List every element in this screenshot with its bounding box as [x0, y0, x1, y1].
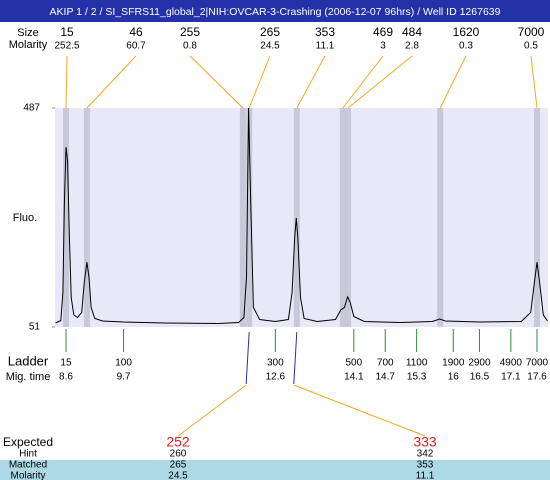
ladder-time: 17.1 — [501, 372, 521, 383]
hint-value: 260 — [170, 449, 187, 460]
ladder-time: 16 — [448, 372, 460, 383]
peak-connector — [347, 55, 413, 109]
peak-band — [83, 108, 90, 327]
ladder-size: 100 — [115, 358, 132, 369]
ladder-size: 1900 — [442, 358, 465, 369]
matched-band — [55, 460, 550, 480]
peak-molarity: 11.1 — [316, 41, 335, 52]
peak-molarity: 0.8 — [183, 41, 197, 52]
expected-value: 252 — [166, 434, 190, 450]
peak-size: 46 — [129, 25, 143, 39]
ladder-time: 17.6 — [527, 372, 547, 383]
expected-label: Expected — [3, 435, 53, 449]
peak-molarity: 252.5 — [54, 41, 79, 52]
peak-molarity: 0.5 — [524, 41, 538, 52]
ladder-time: 12.6 — [266, 372, 286, 383]
peak-molarity: 3 — [380, 41, 386, 52]
peak-connector — [189, 55, 244, 109]
ladder-size: 7000 — [526, 358, 549, 369]
peak-molarity: 2.8 — [405, 41, 419, 52]
matched-value: 265 — [170, 460, 187, 471]
molarity-label: Molarity — [10, 471, 45, 480]
peak-connector — [530, 55, 538, 109]
peak-connector — [296, 55, 326, 109]
ladder-size: 15 — [60, 358, 72, 369]
ladder-size: 2900 — [468, 358, 491, 369]
trace — [55, 107, 548, 325]
peak-band — [293, 108, 300, 327]
peak-size: 484 — [402, 25, 422, 39]
matched-molarity: 11.1 — [416, 471, 435, 480]
peak-size: 7000 — [518, 25, 545, 39]
peak-connector — [86, 55, 137, 109]
match-connector — [293, 384, 426, 437]
peak-size: 15 — [60, 25, 74, 39]
ladder-time: 16.5 — [470, 372, 490, 383]
match-connector — [293, 331, 298, 385]
plot-area — [55, 108, 548, 327]
peak-band — [239, 108, 246, 327]
ladder-size: 4900 — [500, 358, 523, 369]
peak-molarity: 0.3 — [459, 41, 473, 52]
matched-band-left — [0, 460, 55, 480]
ladder-size: 1100 — [406, 358, 428, 369]
mig-time-label: Mig. time — [6, 371, 51, 383]
y-tick-label: 487 — [23, 103, 40, 114]
match-connector — [177, 384, 247, 437]
matched-value: 353 — [417, 460, 434, 471]
peak-size: 469 — [373, 25, 393, 39]
peak-band — [62, 108, 69, 327]
match-connector — [245, 331, 250, 385]
ladder-time: 8.6 — [59, 372, 73, 383]
peak-size: 265 — [260, 25, 280, 39]
ladder-time: 14.7 — [376, 372, 396, 383]
y-tick-label: 51 — [29, 322, 41, 333]
peak-molarity: 24.5 — [260, 41, 280, 52]
peak-band — [437, 108, 444, 327]
peak-size: 1620 — [453, 25, 480, 39]
expected-value: 333 — [413, 434, 437, 450]
peak-connector — [439, 55, 467, 109]
ladder-time: 14.1 — [344, 372, 364, 383]
chart-title: AKIP 1 / 2 / SI_SFRS11_global_2|NIH:OVCA… — [50, 6, 501, 18]
ladder-time: 15.3 — [407, 372, 427, 383]
peak-band — [345, 108, 352, 327]
peak-connector — [342, 55, 384, 109]
peak-connector — [248, 55, 271, 109]
ladder-size: 300 — [267, 358, 284, 369]
ladder-label: Ladder — [8, 353, 49, 368]
hint-label: Hint — [19, 449, 37, 460]
y-axis-label: Fluo. — [13, 212, 37, 224]
ladder-size: 500 — [345, 358, 362, 369]
hint-value: 342 — [417, 449, 434, 460]
peak-band — [339, 108, 346, 327]
size-label: Size — [17, 27, 38, 39]
peak-band — [246, 108, 253, 327]
peak-size: 353 — [315, 25, 335, 39]
molarity-label: Molarity — [9, 39, 48, 51]
ladder-size: 700 — [377, 358, 394, 369]
title-bar — [0, 0, 550, 22]
peak-band — [534, 108, 541, 327]
peak-connector — [65, 55, 68, 109]
matched-molarity: 24.5 — [168, 471, 188, 480]
matched-label: Matched — [9, 460, 47, 471]
ladder-time: 9.7 — [117, 372, 131, 383]
peak-size: 255 — [180, 25, 200, 39]
peak-molarity: 60.7 — [126, 41, 146, 52]
